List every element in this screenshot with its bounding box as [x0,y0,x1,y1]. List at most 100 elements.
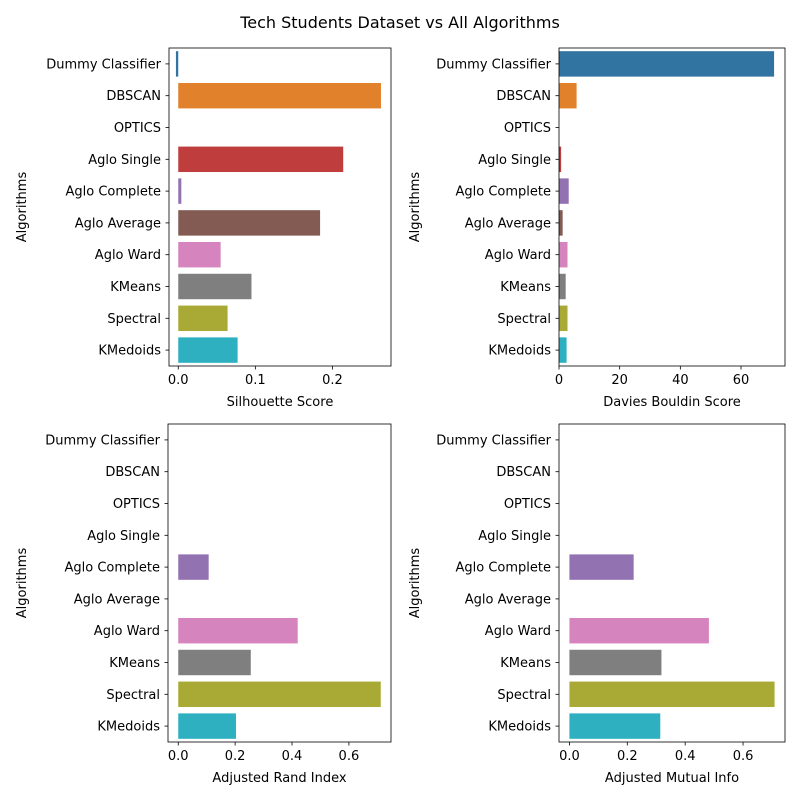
bar-spectral [559,305,568,332]
y-tick-label: DBSCAN [105,465,160,480]
y-axis-label: Algorithms [15,172,30,243]
y-tick-label: Dummy Classifier [45,433,160,448]
y-tick-label: KMedoids [98,344,161,359]
y-axis-label: Algorithms [408,172,423,243]
y-tick-label: DBSCAN [496,465,551,480]
axes-frame [558,47,786,367]
axes-frame [558,423,786,743]
y-tick-label: Aglo Ward [94,624,160,639]
y-tick-label: KMedoids [488,720,551,735]
chart-panel-3: Dummy Classifier DBSCAN OPTICS Aglo Single A… [15,423,392,786]
bar-aglo-complete [178,178,182,204]
chart-panel-2: Dummy Classifier DBSCAN OPTICS Aglo Single A… [408,47,786,410]
y-tick-label: Aglo Single [478,529,551,544]
x-tick-label: 0 [555,373,563,388]
bar-dummy-classifier [559,51,775,77]
x-axis-label: Davies Bouldin Score [603,395,741,410]
x-axis-label: Adjusted Rand Index [212,771,346,786]
bar-kmedoids [559,337,567,363]
y-tick-label: Aglo Average [75,216,161,231]
y-tick-label: OPTICS [504,121,551,136]
x-tick-label: 0.1 [245,373,266,388]
bar-aglo-average [178,210,321,236]
bar-spectral [178,681,381,708]
y-tick-label: Aglo Average [465,592,551,607]
x-tick-label: 20 [611,373,628,388]
bar-dummy-classifier [175,51,179,77]
y-tick-label: Aglo Average [74,592,160,607]
bar-kmeans [178,273,252,300]
x-tick-label: 0.2 [225,749,246,764]
bar-aglo-ward [569,617,709,644]
bar-aglo-ward [559,241,568,268]
bar-aglo-ward [178,617,298,644]
bar-kmeans [559,273,566,300]
y-tick-label: Dummy Classifier [46,57,161,72]
x-tick-label: 0.6 [733,749,754,764]
x-tick-label: 0.0 [168,749,189,764]
y-tick-label: Aglo Complete [65,561,161,576]
bar-aglo-complete [178,554,209,580]
y-tick-label: Spectral [107,312,161,327]
bar-spectral [569,681,775,708]
y-tick-label: Aglo Complete [456,185,552,200]
y-tick-label: Aglo Average [465,216,551,231]
chart-panel-4: Dummy Classifier DBSCAN OPTICS Aglo Single A… [408,423,786,786]
bar-kmeans [178,649,251,676]
bar-kmedoids [178,713,236,739]
x-tick-label: 0.2 [617,749,638,764]
x-tick-label: 0.6 [339,749,360,764]
x-tick-label: 0.2 [322,373,343,388]
y-tick-label: Spectral [497,312,551,327]
y-tick-label: KMeans [110,280,161,295]
bar-kmedoids [569,713,661,739]
y-tick-label: Aglo Single [478,153,551,168]
bar-aglo-single [559,146,562,173]
x-tick-label: 0.0 [559,749,580,764]
y-tick-label: Aglo Single [87,529,160,544]
axes-frame [168,47,392,367]
bar-spectral [178,305,228,332]
y-tick-label: Aglo Ward [485,624,551,639]
x-tick-label: 40 [672,373,689,388]
bar-aglo-complete [559,178,569,204]
y-tick-label: KMeans [500,656,551,671]
bar-aglo-ward [178,241,221,268]
x-tick-label: 0.4 [675,749,696,764]
bar-dbscan [559,82,577,109]
y-tick-label: DBSCAN [106,89,161,104]
figure-title: Tech Students Dataset vs All Algorithms [240,13,560,32]
bar-kmeans [569,649,662,676]
y-tick-label: KMedoids [97,720,160,735]
y-tick-label: Dummy Classifier [436,433,551,448]
y-tick-label: Spectral [497,688,551,703]
y-tick-label: OPTICS [504,497,551,512]
y-tick-label: DBSCAN [496,89,551,104]
axes-frame [167,423,392,743]
y-tick-label: KMeans [109,656,160,671]
x-tick-label: 60 [733,373,750,388]
y-tick-label: Aglo Complete [456,561,552,576]
y-axis-label: Algorithms [15,548,30,619]
bar-aglo-average [559,210,563,236]
bar-dbscan [178,82,381,109]
y-tick-label: KMedoids [488,344,551,359]
y-tick-label: OPTICS [114,121,161,136]
y-tick-label: Dummy Classifier [436,57,551,72]
y-axis-label: Algorithms [408,548,423,619]
y-tick-label: Aglo Ward [95,248,161,263]
y-tick-label: Aglo Complete [66,185,162,200]
x-tick-label: 0.4 [282,749,303,764]
bar-aglo-single [178,146,344,173]
x-axis-label: Silhouette Score [227,395,334,410]
bar-kmedoids [178,337,238,363]
bar-aglo-complete [569,554,634,580]
x-tick-label: 0.0 [168,373,189,388]
y-tick-label: Spectral [106,688,160,703]
y-tick-label: Aglo Single [88,153,161,168]
y-tick-label: OPTICS [113,497,160,512]
y-tick-label: Aglo Ward [485,248,551,263]
x-axis-label: Adjusted Mutual Info [605,771,739,786]
